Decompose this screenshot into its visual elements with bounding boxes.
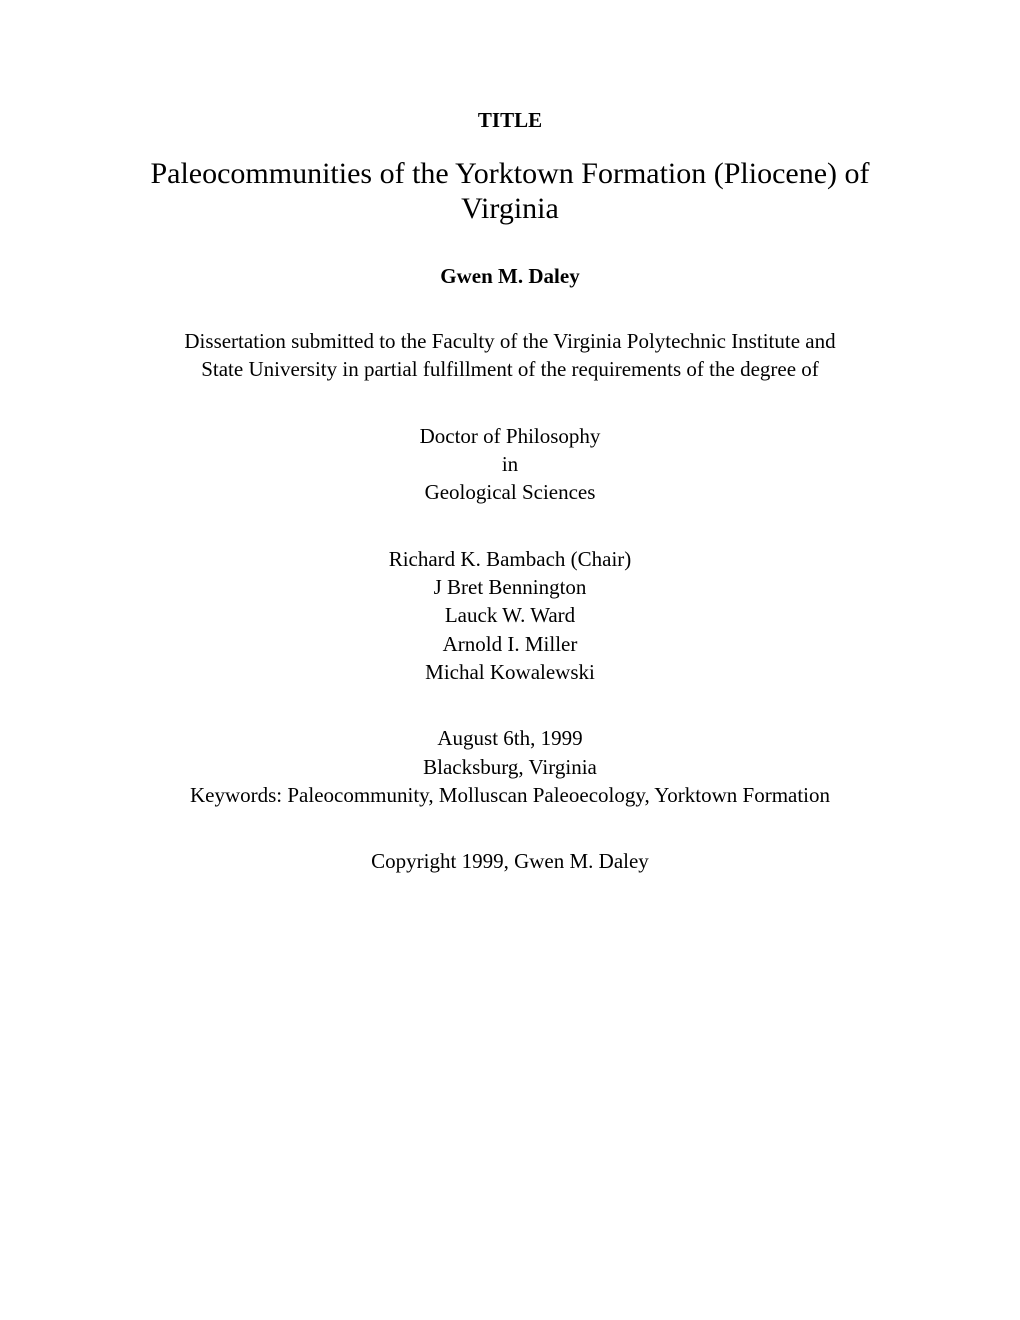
degree-in: in xyxy=(110,450,910,478)
committee-member: Michal Kowalewski xyxy=(110,658,910,686)
submission-line-1: Dissertation submitted to the Faculty of… xyxy=(110,327,910,355)
main-title-line-1: Paleocommunities of the Yorktown Formati… xyxy=(110,157,910,192)
submission-line-2: State University in partial fulfillment … xyxy=(110,355,910,383)
committee-member: Arnold I. Miller xyxy=(110,630,910,658)
main-title-line-2: Virginia xyxy=(110,192,910,227)
committee-member: J Bret Bennington xyxy=(110,573,910,601)
degree-block: Doctor of Philosophy in Geological Scien… xyxy=(110,422,910,507)
degree-field: Geological Sciences xyxy=(110,478,910,506)
defense-date: August 6th, 1999 xyxy=(110,724,910,752)
committee-member: Lauck W. Ward xyxy=(110,601,910,629)
title-label: TITLE xyxy=(110,108,910,133)
submission-statement: Dissertation submitted to the Faculty of… xyxy=(110,327,910,384)
author-name: Gwen M. Daley xyxy=(110,264,910,289)
degree-name: Doctor of Philosophy xyxy=(110,422,910,450)
copyright-notice: Copyright 1999, Gwen M. Daley xyxy=(110,847,910,875)
title-page: TITLE Paleocommunities of the Yorktown F… xyxy=(0,0,1020,876)
main-title: Paleocommunities of the Yorktown Formati… xyxy=(110,157,910,226)
meta-block: August 6th, 1999 Blacksburg, Virginia Ke… xyxy=(110,724,910,809)
keywords: Keywords: Paleocommunity, Molluscan Pale… xyxy=(110,781,910,809)
location: Blacksburg, Virginia xyxy=(110,753,910,781)
committee-member: Richard K. Bambach (Chair) xyxy=(110,545,910,573)
committee-block: Richard K. Bambach (Chair) J Bret Bennin… xyxy=(110,545,910,687)
